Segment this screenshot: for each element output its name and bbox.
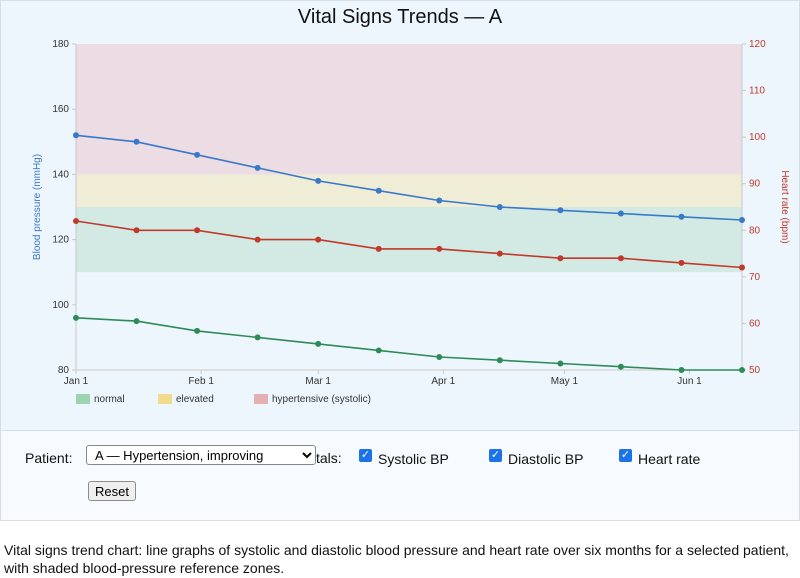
patient-select[interactable]: A — Hypertension, improving (86, 445, 316, 465)
heart_rate-point (133, 227, 140, 234)
diastolic-point (436, 353, 443, 360)
y-tick-label: 160 (52, 104, 69, 115)
diastolic-checkbox[interactable]: ✓ (489, 449, 502, 462)
patient-label: Patient: (25, 450, 73, 466)
zone-band-elevated (76, 174, 742, 207)
heart-rate-checkbox[interactable]: ✓ (619, 449, 632, 462)
diastolic-checkbox-label: Diastolic BP (508, 451, 584, 467)
y2-tick-label: 120 (749, 39, 766, 50)
systolic-point (73, 132, 79, 139)
diastolic-point (73, 314, 79, 321)
diastolic-point (557, 360, 564, 367)
x-tick-label: Apr 1 (431, 376, 455, 387)
legend-swatch (254, 394, 268, 404)
systolic-point (315, 177, 322, 184)
legend-label: elevated (176, 394, 214, 405)
diastolic-point (375, 347, 382, 354)
systolic-point (436, 197, 443, 204)
y2-tick-label: 100 (749, 132, 766, 143)
systolic-point (678, 213, 685, 220)
heart_rate-point (617, 255, 624, 262)
diastolic-point (739, 367, 745, 373)
heart_rate-point (496, 250, 503, 257)
zone-band-normal (76, 207, 742, 273)
reset-button[interactable]: Reset (88, 481, 136, 501)
systolic-checkbox-label: Systolic BP (378, 451, 449, 467)
heart_rate-point (194, 227, 201, 234)
systolic-line (75, 134, 743, 221)
diastolic-point (678, 367, 685, 373)
y-axis-title: Blood pressure (mmHg) (32, 154, 43, 260)
plot-area (76, 44, 742, 370)
systolic-point (375, 187, 382, 194)
systolic-point (496, 204, 503, 210)
y2-tick-label: 70 (749, 272, 761, 283)
y-tick-label: 180 (52, 39, 69, 50)
systolic-point (617, 210, 624, 217)
y-tick-label: 100 (52, 300, 69, 311)
x-tick-label: Mar 1 (305, 376, 331, 387)
y-tick-label: 120 (52, 235, 69, 246)
heart-rate-checkbox-label: Heart rate (638, 451, 701, 467)
legend-label: normal (94, 394, 125, 405)
heart_rate-point (375, 245, 382, 252)
x-tick-label: Jun 1 (677, 376, 702, 387)
systolic-point (194, 151, 201, 158)
vitals-label: tals: (316, 450, 342, 466)
diastolic-point (194, 327, 201, 334)
y-tick-label: 140 (52, 169, 69, 180)
systolic-point (557, 207, 564, 214)
x-tick-label: Jan 1 (64, 376, 89, 387)
heart_rate-point (315, 236, 322, 243)
y2-axis-title: Heart rate (bpm) (779, 170, 790, 243)
systolic-point (254, 164, 261, 171)
chart-title: Vital Signs Trends — A (297, 6, 503, 28)
diastolic-point (496, 357, 503, 364)
legend-swatch (158, 394, 172, 404)
legend-label: hypertensive (systolic) (272, 394, 371, 405)
heart_rate-point (73, 217, 79, 224)
y-tick-label: 80 (58, 365, 70, 376)
heart_rate-point (557, 255, 564, 262)
x-tick-label: May 1 (551, 376, 579, 387)
diastolic-line (75, 317, 742, 371)
heart_rate-point (739, 264, 745, 271)
x-tick-label: Feb 1 (188, 376, 214, 387)
heart_rate-point (436, 245, 443, 252)
diastolic-point (133, 318, 140, 325)
y2-tick-label: 60 (749, 318, 761, 329)
y2-tick-label: 90 (749, 179, 761, 190)
diastolic-point (315, 340, 322, 347)
systolic-point (133, 138, 140, 145)
heart_rate-point (678, 259, 685, 266)
y2-tick-label: 110 (749, 86, 765, 97)
legend-swatch (76, 394, 90, 404)
chart-caption: Vital signs trend chart: line graphs of … (4, 542, 789, 576)
systolic-checkbox[interactable]: ✓ (359, 449, 372, 462)
y2-tick-label: 50 (749, 365, 761, 376)
controls-panel: Patient: A — Hypertension, improving tal… (0, 430, 800, 521)
vital-signs-chart: 80 100 120 140 160 180 50 60 70 80 90 100 110 120 Jan … (32, 39, 790, 405)
heart_rate-point (254, 236, 261, 243)
zone-band-hypertensive (76, 44, 742, 175)
systolic-point (739, 217, 745, 224)
y2-tick-label: 80 (749, 225, 761, 236)
diastolic-point (254, 334, 261, 341)
diastolic-point (617, 363, 624, 370)
heart_rate-line (75, 220, 743, 269)
